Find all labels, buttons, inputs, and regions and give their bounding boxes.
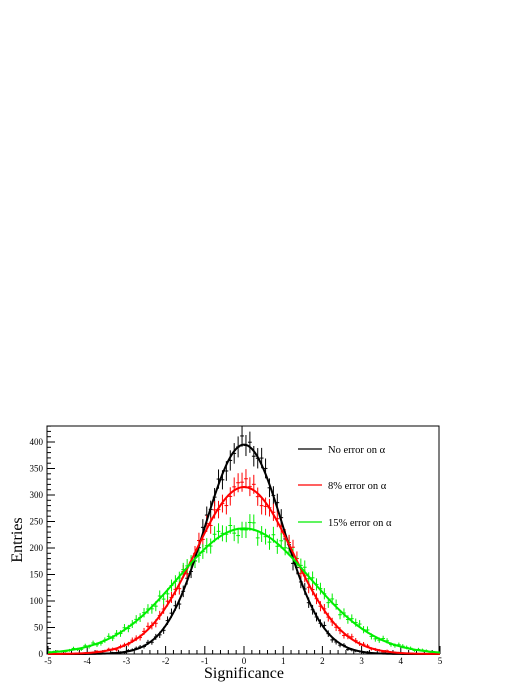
y-tick-label: 100 xyxy=(30,596,44,606)
legend-label: No error on α xyxy=(328,445,386,456)
x-axis-title: Significance xyxy=(204,665,284,682)
y-tick-label: 300 xyxy=(30,490,44,500)
y-tick-label: 250 xyxy=(30,517,44,527)
y-tick-label: 350 xyxy=(30,464,44,474)
x-tick-label: 1 xyxy=(281,656,286,666)
y-tick-label: 400 xyxy=(30,437,44,447)
x-tick-label: -1 xyxy=(201,656,209,666)
legend: No error on α 8% error on α 15% error on α xyxy=(298,445,392,529)
x-tick-label: 5 xyxy=(438,656,443,666)
x-tick-label: 0 xyxy=(242,656,247,666)
legend-label: 8% error on α xyxy=(328,481,387,492)
fit-curves xyxy=(47,443,441,655)
x-tick-label: -2 xyxy=(162,656,170,666)
y-axis-title: Entries xyxy=(9,517,26,562)
x-tick-label: 3 xyxy=(359,656,364,666)
y-tick-label: 200 xyxy=(30,543,44,553)
plot-frame xyxy=(46,425,440,655)
x-tick-label: 2 xyxy=(320,656,325,666)
fit-curve-1 xyxy=(47,486,441,655)
y-tick-label: 0 xyxy=(39,649,44,659)
data-points xyxy=(48,426,440,655)
legend-label: 15% error on α xyxy=(328,518,392,529)
fit-curve-2 xyxy=(47,527,441,654)
x-tick-label: -5 xyxy=(44,656,52,666)
y-tick-label: 50 xyxy=(34,623,44,633)
y-tick-label: 150 xyxy=(30,570,44,580)
fit-curve-0 xyxy=(48,443,440,655)
x-tick-label: 4 xyxy=(399,656,404,666)
x-tick-label: -3 xyxy=(123,656,131,666)
x-tick-label: -4 xyxy=(83,656,91,666)
